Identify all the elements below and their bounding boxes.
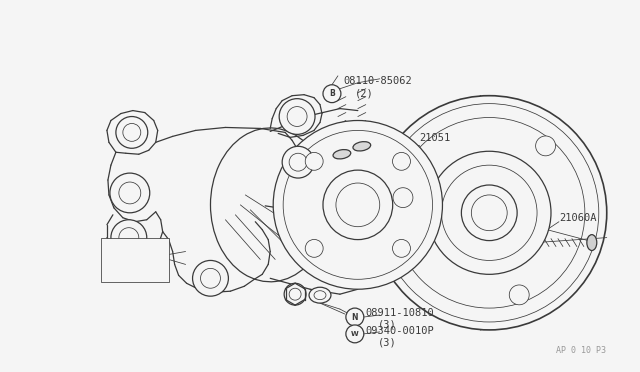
Circle shape [536, 136, 556, 156]
Text: B: B [329, 89, 335, 98]
Text: 09340-0010P: 09340-0010P [366, 326, 435, 336]
Ellipse shape [353, 142, 371, 151]
Text: AP 0 10 P3: AP 0 10 P3 [556, 346, 606, 355]
Text: (3): (3) [378, 338, 397, 348]
Text: 08110-85062: 08110-85062 [343, 76, 412, 86]
Circle shape [273, 121, 442, 289]
Text: W: W [351, 331, 359, 337]
Circle shape [279, 99, 315, 134]
Circle shape [323, 85, 341, 103]
Circle shape [372, 96, 607, 330]
Circle shape [392, 153, 410, 170]
Circle shape [346, 325, 364, 343]
Ellipse shape [587, 235, 596, 250]
Circle shape [393, 188, 413, 208]
Ellipse shape [309, 287, 331, 303]
Circle shape [461, 185, 517, 241]
Text: 21010: 21010 [105, 264, 134, 275]
Circle shape [392, 240, 410, 257]
Circle shape [116, 116, 148, 148]
Circle shape [305, 240, 323, 257]
Text: 08911-10810: 08911-10810 [366, 308, 435, 318]
Text: 21051: 21051 [420, 133, 451, 143]
Ellipse shape [333, 150, 351, 159]
Circle shape [346, 308, 364, 326]
Text: N: N [351, 312, 358, 321]
Circle shape [111, 220, 147, 256]
Circle shape [110, 173, 150, 213]
Text: (2): (2) [355, 89, 374, 99]
Text: 21060A: 21060A [559, 213, 596, 223]
Text: 21014: 21014 [105, 250, 134, 260]
Circle shape [282, 146, 314, 178]
Circle shape [509, 285, 529, 305]
Circle shape [305, 153, 323, 170]
Text: (3): (3) [378, 320, 397, 330]
Circle shape [323, 170, 393, 240]
Bar [101, 238, 169, 282]
Circle shape [428, 151, 551, 274]
Circle shape [193, 260, 228, 296]
Circle shape [284, 283, 306, 305]
